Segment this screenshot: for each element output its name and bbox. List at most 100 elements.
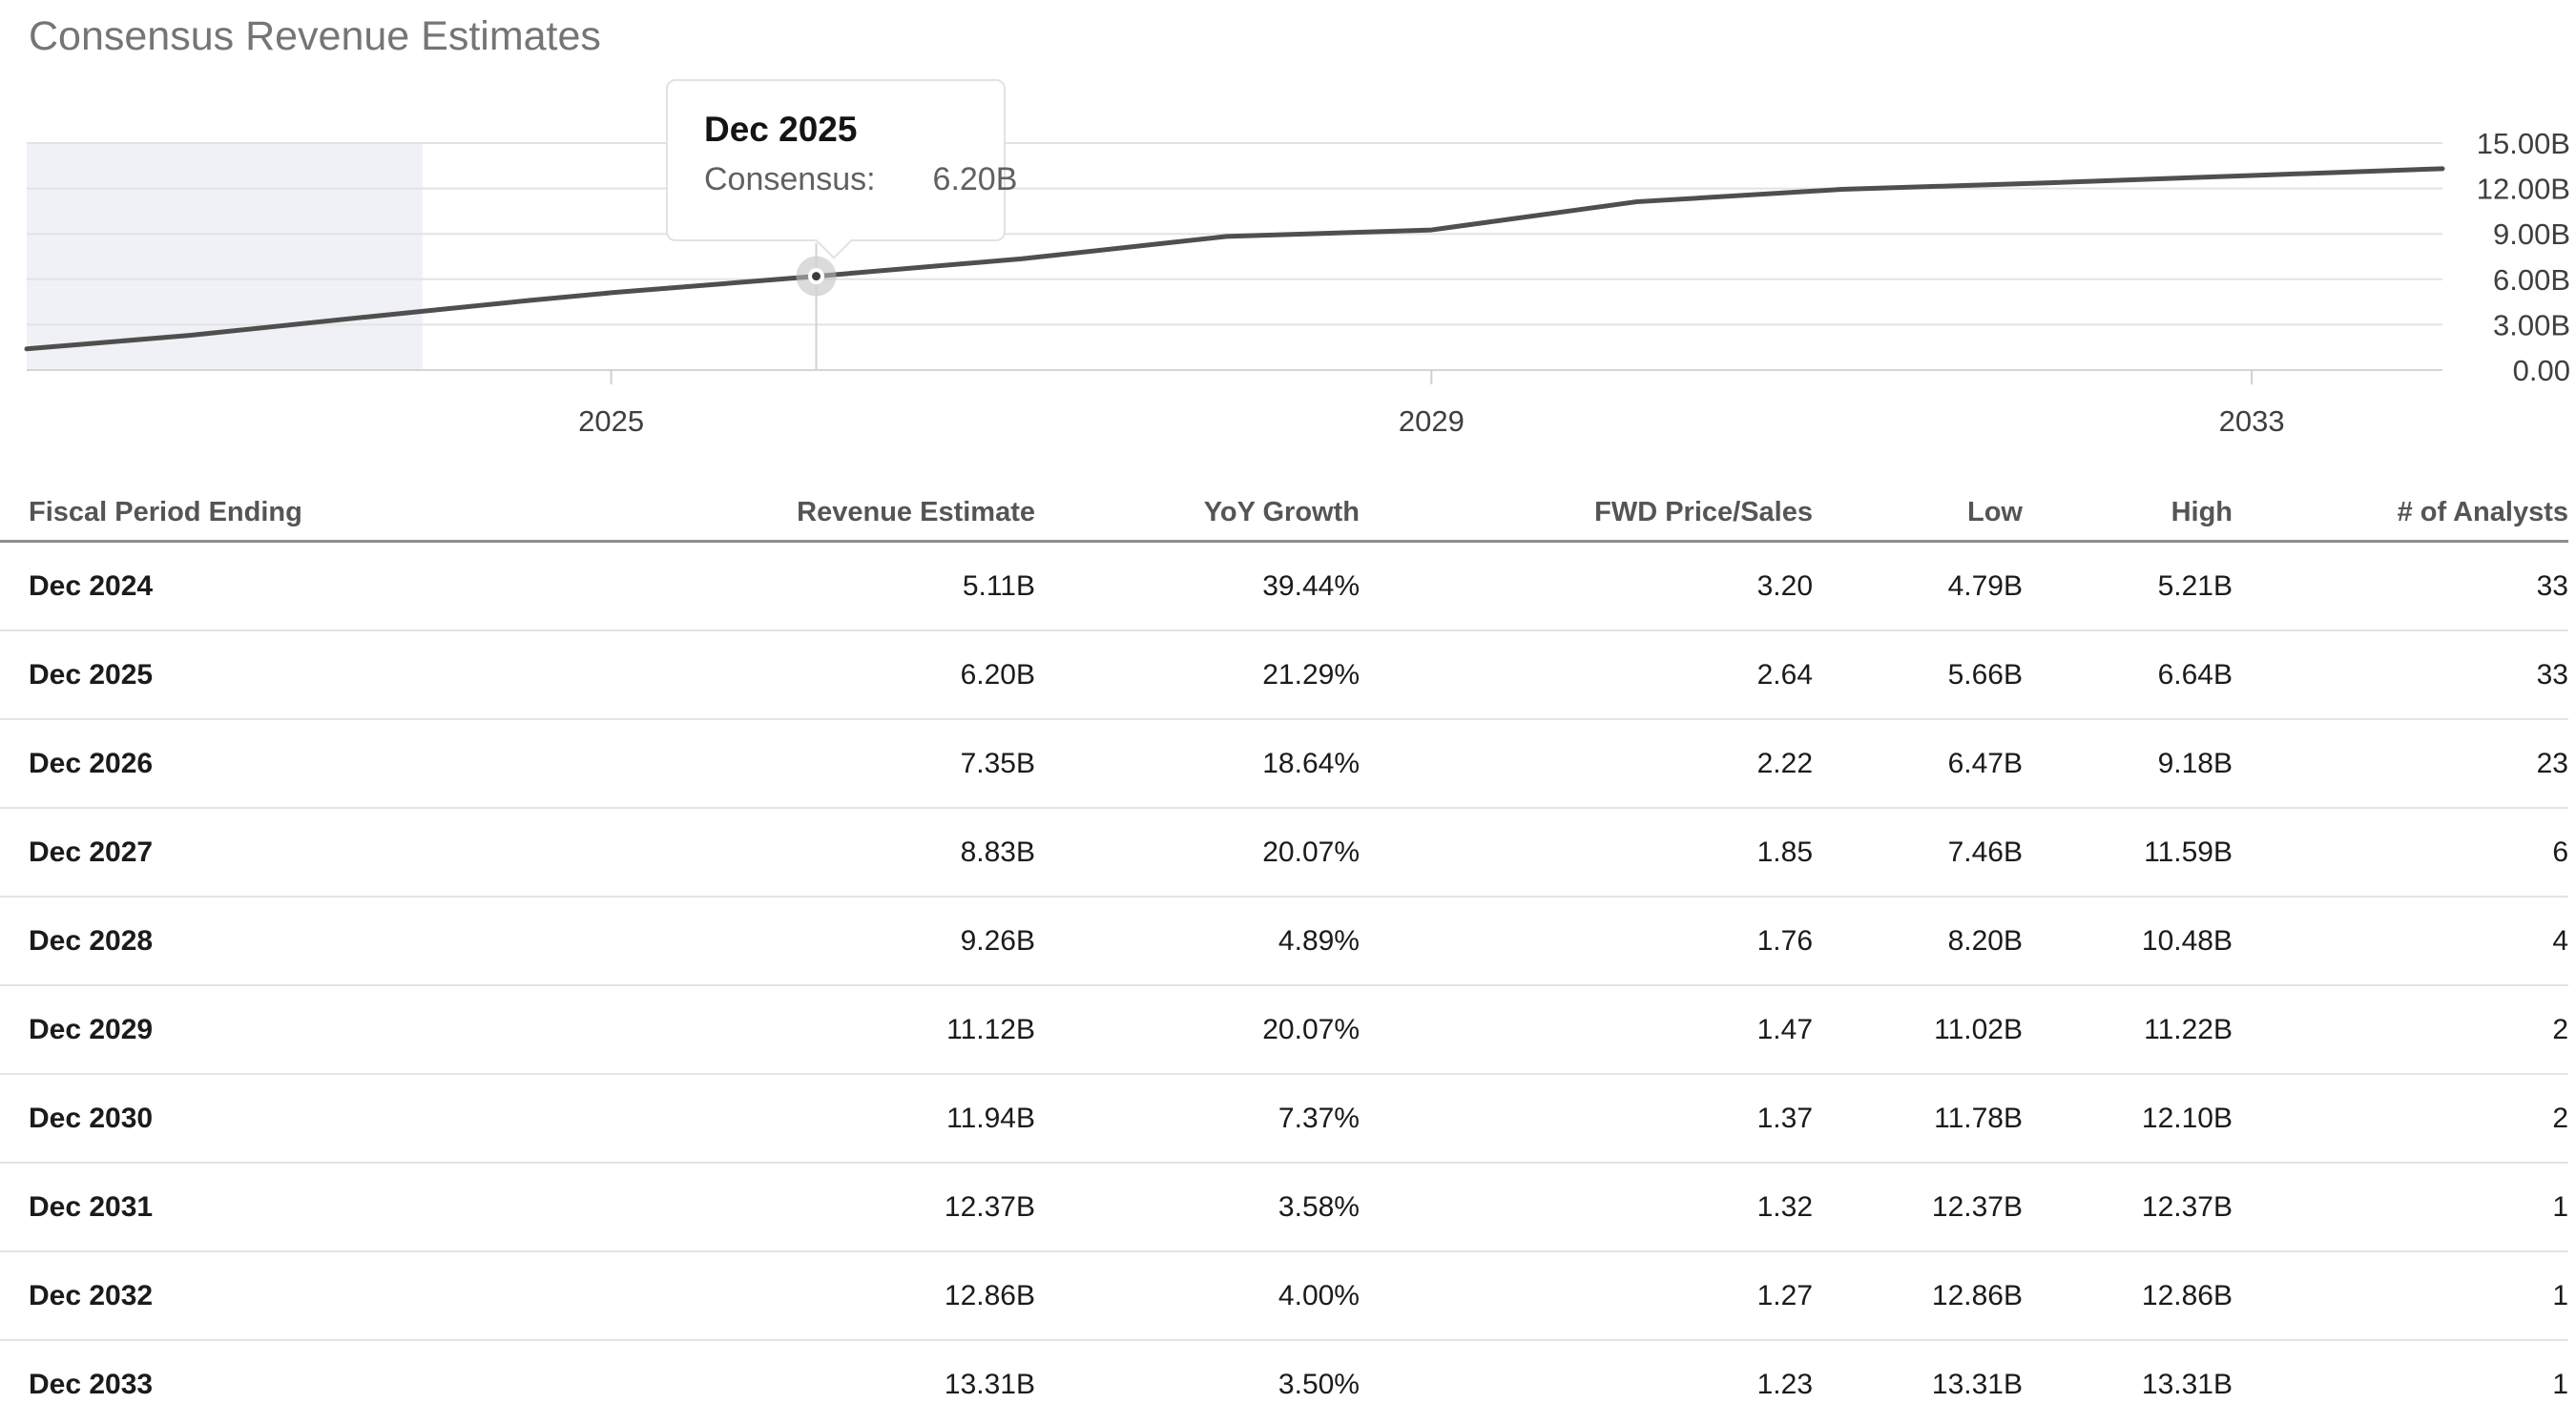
table-row: Dec 2029 11.12B 20.07% 1.47 11.02B 11.22B 2	[0, 985, 2568, 1075]
value-cell: 12.86B	[1813, 1251, 2023, 1341]
value-cell: 7.35B	[515, 719, 1035, 809]
tooltip-series-label: Consensus:	[704, 161, 876, 197]
value-cell: 1.27	[1360, 1251, 1813, 1341]
chart-tooltip: Dec 2025 Consensus: 6.20B	[666, 79, 1017, 259]
value-cell: 11.78B	[1813, 1074, 2023, 1164]
value-cell: 13.31B	[2141, 1368, 2233, 1400]
historical-shaded-band	[27, 143, 423, 370]
value-cell: 2.64	[1360, 630, 1813, 720]
tooltip-value: 6.20B	[932, 161, 1018, 197]
value-cell: 11.02B	[1813, 985, 2023, 1075]
fiscal-period-cell: Dec 2024	[0, 541, 515, 631]
table-row: Dec 2024 5.11B 39.44% 3.20 4.79B 5.21B 33	[0, 541, 2568, 631]
table-row: Dec 2032 12.86B 4.00% 1.27 12.86B 12.86B 1	[0, 1251, 2568, 1341]
x-axis-label: 2025	[578, 404, 644, 438]
value-cell: 4	[2233, 897, 2568, 986]
fiscal-period-cell: Dec 2031	[0, 1163, 515, 1252]
x-axis-label: 2029	[1399, 404, 1465, 438]
value-cell: 3.50%	[1278, 1368, 1360, 1400]
table-row: Dec 2027 8.83B 20.07% 1.85 7.46B 11.59B 6	[0, 808, 2568, 898]
value-cell: 13.31B	[1931, 1368, 2023, 1400]
value-cell: 12.37B	[2023, 1163, 2233, 1252]
fiscal-period-cell: Dec 2033	[29, 1368, 154, 1400]
value-cell: 1	[2233, 1163, 2568, 1252]
table-row: Dec 2026 7.35B 18.64% 2.22 6.47B 9.18B 23	[0, 719, 2568, 809]
value-cell: 11.12B	[515, 985, 1035, 1075]
value-cell: 39.44%	[1035, 541, 1360, 631]
column-header-yoy-growth: YoY Growth	[1035, 485, 1360, 543]
value-cell: 20.07%	[1035, 985, 1360, 1075]
y-axis-label: 3.00B	[2493, 308, 2570, 341]
value-cell: 4.00%	[1035, 1251, 1360, 1341]
value-cell: 5.11B	[515, 541, 1035, 631]
value-cell: 5.66B	[1813, 630, 2023, 720]
fiscal-period-cell: Dec 2025	[0, 630, 515, 720]
y-axis-label: 12.00B	[2477, 173, 2570, 206]
value-cell: 12.86B	[515, 1251, 1035, 1341]
table-row: Dec 2028 9.26B 4.89% 1.76 8.20B 10.48B 4	[0, 897, 2568, 986]
value-cell: 2.22	[1360, 719, 1813, 809]
table-row: Dec 2033 13.31B 3.50% 1.23 13.31B 13.31B 1	[0, 1340, 2568, 1424]
column-header-fwd-price-sales: FWD Price/Sales	[1360, 485, 1813, 543]
value-cell: 1.32	[1360, 1163, 1813, 1252]
value-cell: 12.37B	[1813, 1163, 2023, 1252]
value-cell: 11.94B	[515, 1074, 1035, 1164]
table-row: Dec 2030 11.94B 7.37% 1.37 11.78B 12.10B 2	[0, 1074, 2568, 1164]
revenue-line-chart[interactable]: 0.00 3.00B 6.00B 9.00B 12.00B 15.00B 2025 2029 2…	[0, 0, 2576, 448]
value-cell: 11.59B	[2023, 808, 2233, 898]
fiscal-period-cell: Dec 2029	[0, 985, 515, 1075]
fiscal-period-cell: Dec 2028	[0, 897, 515, 986]
value-cell: 12.10B	[2023, 1074, 2233, 1164]
value-cell: 11.22B	[2023, 985, 2233, 1075]
value-cell: 33	[2233, 541, 2568, 631]
y-axis-label: 6.00B	[2493, 263, 2570, 297]
page-title: Consensus Revenue Estimates	[29, 13, 601, 59]
fiscal-period-cell: Dec 2026	[0, 719, 515, 809]
table-header-row: Fiscal Period Ending Revenue Estimate YoY …	[0, 485, 2568, 543]
value-cell: 7.37%	[1035, 1074, 1360, 1164]
value-cell: 6	[2233, 808, 2568, 898]
table-row: Dec 2031 12.37B 3.58% 1.32 12.37B 12.37B 1	[0, 1163, 2568, 1252]
value-cell: 33	[2233, 630, 2568, 720]
value-cell: 1	[2552, 1368, 2568, 1400]
value-cell: 12.37B	[515, 1163, 1035, 1252]
value-cell: 4.89%	[1035, 897, 1360, 986]
fiscal-period-cell: Dec 2030	[0, 1074, 515, 1164]
value-cell: 3.20	[1360, 541, 1813, 631]
value-cell: 5.21B	[2023, 541, 2233, 631]
value-cell: 9.18B	[2023, 719, 2233, 809]
value-cell: 6.20B	[515, 630, 1035, 720]
value-cell: 18.64%	[1035, 719, 1360, 809]
y-axis-label: 9.00B	[2493, 217, 2570, 251]
value-cell: 20.07%	[1035, 808, 1360, 898]
y-axis-label: 0.00	[2513, 354, 2570, 387]
tooltip-period-label: Dec 2025	[704, 110, 858, 149]
fiscal-period-cell: Dec 2027	[0, 808, 515, 898]
value-cell: 9.26B	[515, 897, 1035, 986]
column-header-revenue-estimate: Revenue Estimate	[515, 485, 1035, 543]
value-cell: 10.48B	[2023, 897, 2233, 986]
value-cell: 1.37	[1360, 1074, 1813, 1164]
fiscal-period-cell: Dec 2032	[0, 1251, 515, 1341]
tooltip-value-row: Consensus: 6.20B	[704, 161, 1017, 198]
consensus-line-series	[24, 166, 2445, 352]
estimates-table: Fiscal Period Ending Revenue Estimate YoY …	[0, 485, 2568, 1424]
value-cell: 2	[2233, 985, 2568, 1075]
x-axis-label: 2033	[2219, 404, 2285, 438]
column-header-low: Low	[1813, 485, 2023, 543]
y-axis-label: 15.00B	[2477, 127, 2570, 160]
column-header-fiscal-period-ending: Fiscal Period Ending	[0, 485, 515, 543]
value-cell: 6.47B	[1813, 719, 2023, 809]
value-cell: 1	[2233, 1251, 2568, 1341]
value-cell: 1.47	[1360, 985, 1813, 1075]
value-cell: 8.20B	[1813, 897, 2023, 986]
value-cell: 13.31B	[944, 1368, 1035, 1400]
value-cell: 3.58%	[1035, 1163, 1360, 1252]
value-cell: 1.76	[1360, 897, 1813, 986]
value-cell: 23	[2233, 719, 2568, 809]
table-row: Dec 2025 6.20B 21.29% 2.64 5.66B 6.64B 33	[0, 630, 2568, 720]
value-cell: 8.83B	[515, 808, 1035, 898]
value-cell: 1.23	[1756, 1368, 1813, 1400]
value-cell: 7.46B	[1813, 808, 2023, 898]
